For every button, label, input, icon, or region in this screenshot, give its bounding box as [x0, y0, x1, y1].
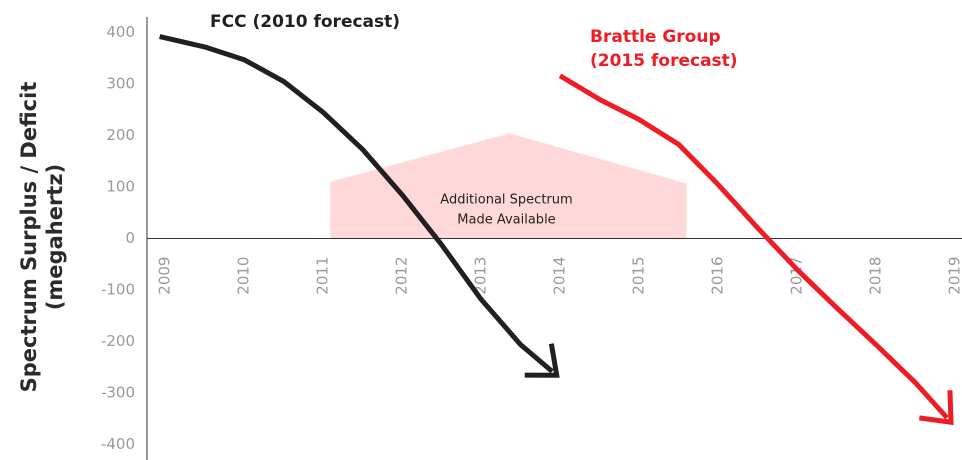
y-tick-label: 100 [106, 177, 135, 195]
x-tick-label: 2015 [630, 257, 648, 295]
y-tick-label: 0 [125, 229, 135, 247]
x-tick-label: 2019 [945, 257, 962, 295]
y-tick-label: -300 [101, 384, 135, 402]
y-axis-label: (megahertz) [43, 164, 67, 310]
series-label: (2015 forecast) [590, 51, 738, 71]
area [330, 133, 687, 239]
area-label: Made Available [457, 213, 555, 228]
line [159, 34, 554, 374]
x-tick-label: 2013 [472, 257, 490, 295]
x-tick-label: 2009 [156, 257, 174, 295]
series-label: FCC (2010 forecast) [210, 12, 400, 32]
y-tick-label: -200 [101, 332, 135, 350]
x-tick-label: 2012 [393, 257, 411, 295]
arrowhead [918, 390, 954, 426]
y-tick-label: 200 [106, 126, 135, 144]
y-tick-label: -100 [101, 281, 135, 299]
x-tick-label: 2011 [314, 257, 332, 295]
x-tick-label: 2016 [708, 257, 726, 295]
x-tick-label: 2010 [235, 257, 253, 295]
area-label: Additional Spectrum [440, 193, 572, 208]
y-tick-label: -400 [101, 435, 135, 453]
x-tick-label: 2014 [551, 257, 569, 295]
y-tick-label: 400 [106, 23, 135, 41]
arrowhead [524, 343, 560, 378]
line [558, 73, 949, 420]
y-axis-label: Spectrum Surplus / Deficit [17, 82, 41, 393]
y-tick-label: 300 [106, 74, 135, 92]
series-label: Brattle Group [590, 27, 721, 47]
x-tick-label: 2018 [866, 257, 884, 295]
